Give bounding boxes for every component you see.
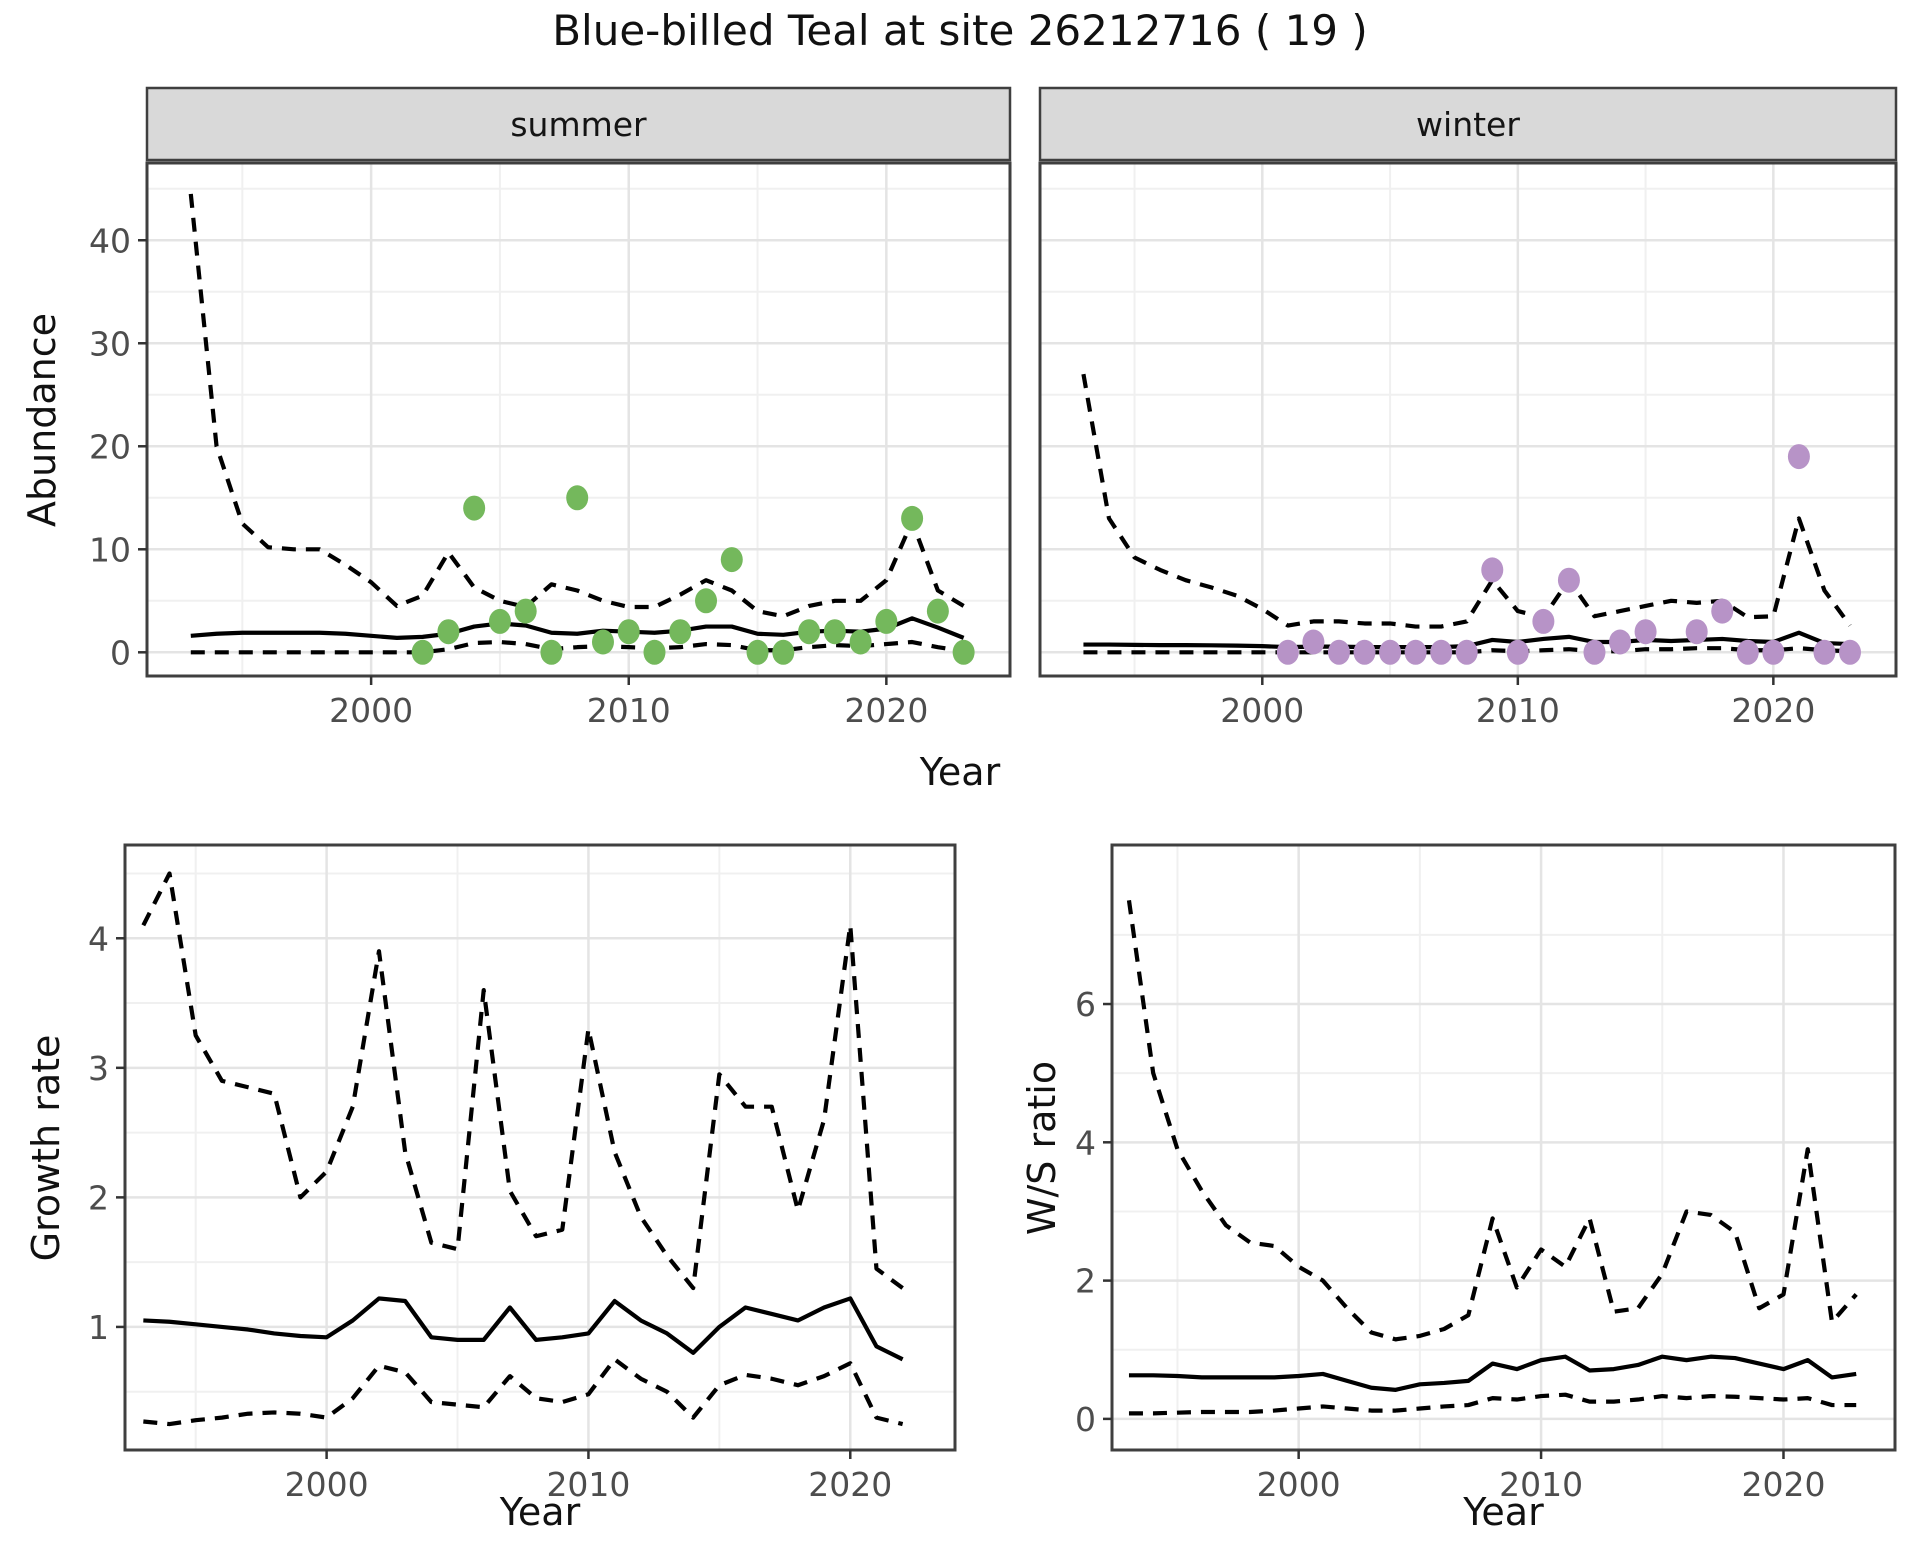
data-point-2018: [1711, 598, 1734, 624]
panel-border: [145, 161, 1012, 678]
data-point-2008: [566, 485, 589, 511]
growth-rate-panel: 2000 2010 2020 1 2 3 4: [88, 843, 957, 1504]
lower-ci-line: [190, 639, 964, 655]
data-point-2006: [514, 598, 537, 624]
x-tick-label-2020: 2020: [1731, 691, 1815, 730]
abundance-axis-title: Abundance: [20, 312, 64, 528]
upper-ci-line: [141, 871, 904, 1291]
y-tick-label-30: 30: [89, 324, 131, 363]
data-point-2014: [720, 547, 743, 573]
facet-strip: [145, 86, 1012, 162]
x-tick-label-2010: 2010: [1476, 691, 1560, 730]
data-point-2011: [643, 639, 666, 665]
x-tick-label-2000: 2000: [1220, 691, 1304, 730]
y-tick-label-2: 2: [1075, 1262, 1096, 1301]
data-point-2005: [1379, 639, 1402, 665]
data-point-2015: [1634, 619, 1657, 645]
data-point-2023: [1839, 639, 1862, 665]
data-point-2009: [591, 629, 614, 655]
x-tick-label-2010: 2010: [587, 691, 671, 730]
panel-border: [1038, 161, 1898, 678]
y-tick-label-3: 3: [88, 1049, 109, 1088]
data-point-2008: [1455, 639, 1478, 665]
data-point-2014: [1609, 629, 1632, 655]
data-point-2001: [1276, 639, 1299, 665]
data-point-2022: [926, 598, 949, 624]
y-tick-label-20: 20: [89, 427, 131, 466]
data-point-2016: [772, 639, 795, 665]
data-point-2007: [1430, 639, 1453, 665]
lower-ci-line: [1083, 646, 1851, 655]
ws-ratio-panel: 2000 2010 2020 0 2 4 6: [1075, 843, 1897, 1504]
figure-title: Blue-billed Teal at site 26212716 ( 19 ): [552, 6, 1368, 55]
data-point-2002: [1302, 629, 1325, 655]
data-point-2021: [1787, 444, 1810, 470]
x-tick-label-2020: 2020: [1741, 1465, 1825, 1504]
x-tick-label-2020: 2020: [808, 1465, 892, 1504]
growth-year-axis-title: Year: [499, 1490, 581, 1534]
data-point-2003: [1327, 639, 1350, 665]
lower-ci-line: [1128, 1392, 1857, 1416]
y-tick-label-4: 4: [88, 919, 109, 958]
y-tick-label-1: 1: [88, 1308, 109, 1347]
lower-ci-line: [143, 1357, 904, 1427]
data-point-2017: [798, 619, 821, 645]
data-point-2007: [540, 639, 563, 665]
panel-border: [123, 843, 957, 1452]
y-tick-label-6: 6: [1075, 985, 1096, 1024]
data-point-2003: [437, 619, 460, 645]
y-tick-label-0: 0: [110, 633, 131, 672]
y-tick-label-2: 2: [88, 1178, 109, 1217]
x-tick-label-2010: 2010: [546, 1465, 630, 1504]
data-point-2012: [1557, 567, 1580, 593]
panel-background: [125, 845, 955, 1450]
data-point-2015: [746, 639, 769, 665]
data-point-2010: [617, 619, 640, 645]
x-tick-label-2000: 2000: [285, 1465, 369, 1504]
data-point-2019: [1736, 639, 1759, 665]
y-tick-label-40: 40: [89, 221, 131, 260]
x-tick-label-2000: 2000: [329, 691, 413, 730]
median-line: [1128, 1354, 1857, 1392]
data-point-2013: [1583, 639, 1606, 665]
data-point-2009: [1481, 557, 1504, 583]
data-point-2004: [463, 495, 486, 521]
data-point-2017: [1685, 619, 1708, 645]
upper-ci-line: [1126, 900, 1858, 1342]
data-point-2004: [1353, 639, 1376, 665]
panel-background: [1040, 163, 1896, 676]
data-point-2005: [488, 608, 511, 634]
data-point-2012: [669, 619, 692, 645]
data-point-2020: [875, 608, 898, 634]
data-point-2019: [849, 629, 872, 655]
x-tick-label-2020: 2020: [844, 691, 928, 730]
data-point-2018: [823, 619, 846, 645]
abundance-winter-panel: winter 2000 2010 2020: [1038, 86, 1898, 730]
top-year-axis-title: Year: [919, 750, 1001, 794]
facet-strip-label: summer: [510, 105, 647, 144]
y-tick-label-0: 0: [1075, 1400, 1096, 1439]
median-line: [143, 1296, 904, 1362]
facet-strip: [1038, 86, 1898, 162]
x-tick-label-2000: 2000: [1257, 1465, 1341, 1504]
x-tick-label-2010: 2010: [1499, 1465, 1583, 1504]
data-point-2022: [1813, 639, 1836, 665]
data-point-2013: [695, 588, 718, 614]
panel-border: [1110, 843, 1897, 1452]
data-point-2010: [1506, 639, 1529, 665]
data-point-2020: [1762, 639, 1785, 665]
y-tick-label-10: 10: [89, 530, 131, 569]
y-tick-label-4: 4: [1075, 1123, 1096, 1162]
data-point-2023: [952, 639, 975, 665]
upper-ci-line: [188, 193, 965, 619]
data-point-2011: [1532, 608, 1555, 634]
data-point-2006: [1404, 639, 1427, 665]
facet-strip-label: winter: [1416, 105, 1520, 144]
ws-year-axis-title: Year: [1463, 1490, 1544, 1534]
data-point-2021: [901, 505, 924, 531]
data-point-2002: [411, 639, 434, 665]
abundance-summer-panel: summer 2000 2010 2020 0 10 20 30 40: [89, 86, 1012, 730]
